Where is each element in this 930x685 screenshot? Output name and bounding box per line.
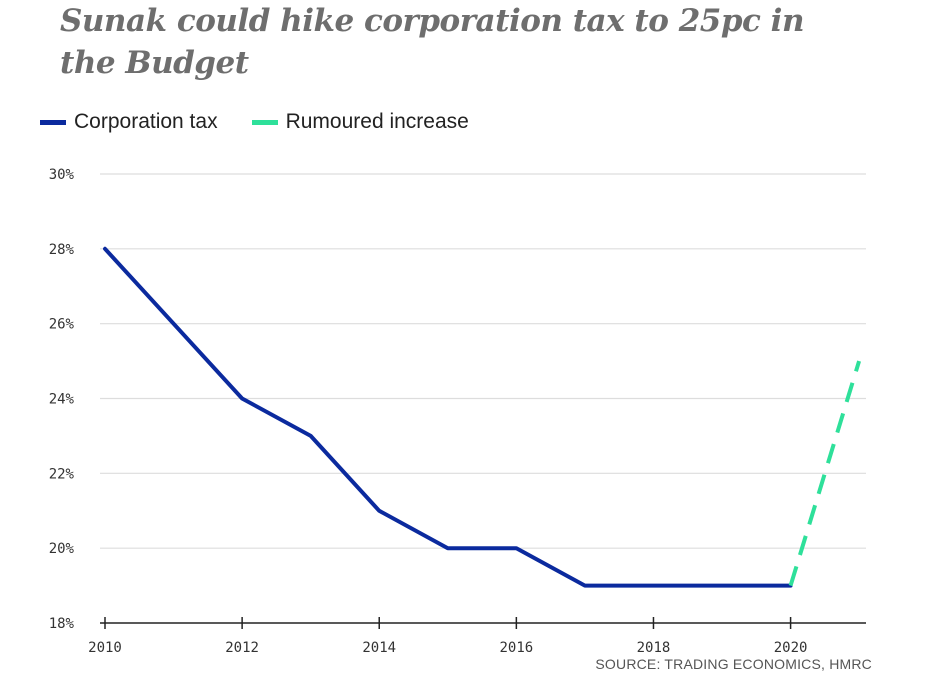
source-note: SOURCE: TRADING ECONOMICS, HMRC (595, 656, 872, 672)
legend-item-rumoured-increase: Rumoured increase (251, 110, 469, 134)
x-tick-label-2010: 2010 (88, 640, 122, 656)
x-tick-label-2016: 2016 (499, 640, 533, 656)
legend-swatch-corporation-tax (40, 119, 66, 125)
legend-item-corporation-tax: Corporation tax (40, 110, 218, 134)
x-tick-label-2012: 2012 (225, 640, 259, 656)
y-tick-label-22: 22% (49, 466, 75, 482)
y-tick-label-28: 28% (49, 242, 75, 258)
y-tick-label-24: 24% (49, 392, 75, 408)
x-tick-label-2020: 2020 (774, 640, 808, 656)
legend-swatch-rumoured-increase (251, 119, 278, 125)
chart-title: Sunak could hike corporation tax to 25pc… (60, 3, 805, 81)
chart-legend: Corporation tax Rumoured increase (40, 108, 503, 136)
legend-label-rumoured-increase: Rumoured increase (285, 110, 469, 133)
y-tick-label-18: 18% (49, 616, 75, 632)
y-tick-label-20: 20% (49, 541, 75, 557)
legend-label-corporation-tax: Corporation tax (74, 110, 218, 133)
x-tick-label-2018: 2018 (637, 640, 671, 656)
x-tick-label-2014: 2014 (362, 640, 396, 656)
series-line-corporation-tax (103, 246, 793, 588)
series-line-rumoured-increase (788, 360, 862, 587)
y-tick-label-26: 26% (49, 317, 75, 333)
y-tick-label-30: 30% (49, 167, 75, 183)
